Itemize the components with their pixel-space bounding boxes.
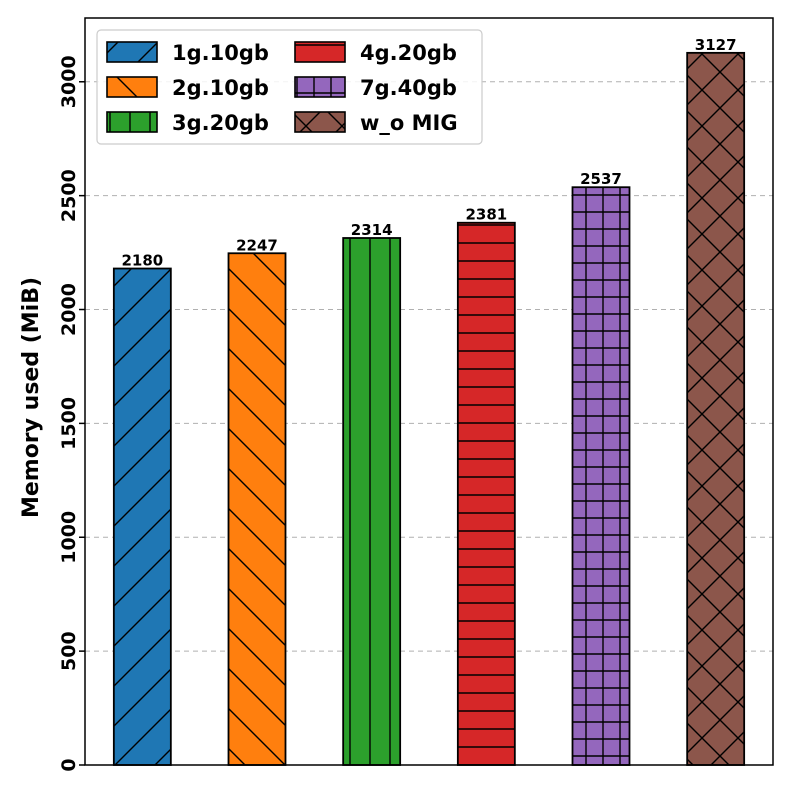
legend-label-1g.10gb: 1g.10gb [172,41,269,65]
y-axis-label: Memory used (MiB) [19,277,44,518]
y-tick-label-500: 500 [58,631,80,671]
bar-4g.20gb [456,221,516,766]
legend-swatch-4g.20gb [294,41,346,63]
plot-frame [84,17,774,766]
y-tick-label-1500: 1500 [58,397,80,450]
legend-swatch-2g.10gb [106,76,158,98]
bar-2g.10gb [227,252,287,766]
legend-label-2g.10gb: 2g.10gb [172,76,269,100]
legend-label-7g.40gb: 7g.40gb [360,76,457,100]
legend-swatch-1g.10gb [106,41,158,63]
y-tick-label-3000: 3000 [58,55,80,108]
y-tick-label-1000: 1000 [58,511,80,564]
legend-label-4g.20gb: 4g.20gb [360,41,457,65]
grid-lines [85,81,773,652]
y-tick-label-2000: 2000 [58,283,80,336]
legend-box [96,29,483,145]
y-axis: 0 500 1000 1500 2000 2500 3000 [58,55,85,772]
legend-swatch-7g.40gb [294,76,346,98]
legend-label-3g.20gb: 3g.20gb [172,111,269,135]
y-tick-label-2500: 2500 [58,169,80,222]
data-label-1g.10gb: 2180 [121,252,163,270]
bars [112,51,746,766]
legend-swatch-3g.20gb [106,111,158,133]
data-labels: 2180 2247 2314 2381 2537 3127 [121,36,736,270]
y-tick-label-0: 0 [58,758,80,771]
data-label-2g.10gb: 2247 [236,236,278,254]
data-label-4g.20gb: 2381 [465,206,507,224]
data-label-7g.40gb: 2537 [580,170,622,188]
bar-1g.10gb [112,267,172,766]
legend: 1g.10gb 2g.10gb 3g.20gb 4g.20gb 7g.40gb w_o M… [96,29,483,145]
data-label-w_o MIG: 3127 [695,36,737,54]
legend-swatch-w_o MIG [294,111,346,133]
legend-label-w_o MIG: w_o MIG [360,111,458,135]
bar-7g.40gb [571,186,631,766]
data-label-3g.20gb: 2314 [351,221,393,239]
bar-3g.20gb [342,237,402,766]
bar-w_o MIG [686,51,746,766]
